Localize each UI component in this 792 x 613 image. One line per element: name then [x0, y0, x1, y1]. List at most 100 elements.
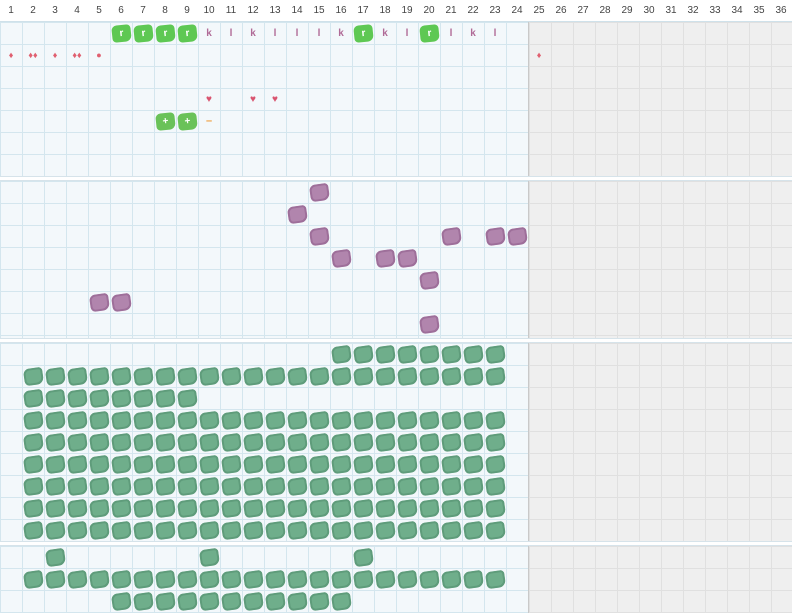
cell-mint[interactable]: [44, 431, 66, 453]
cell-mint[interactable]: [44, 497, 66, 519]
column-header-36[interactable]: 36: [775, 5, 787, 16]
cell-mint[interactable]: [308, 475, 330, 497]
column-header-12[interactable]: 12: [247, 5, 259, 16]
column-header-19[interactable]: 19: [401, 5, 413, 16]
cell-mint[interactable]: [220, 431, 242, 453]
cell-mint[interactable]: [484, 343, 506, 365]
cell-mint[interactable]: [198, 497, 220, 519]
column-header-25[interactable]: 25: [533, 5, 545, 16]
cell-plum[interactable]: [308, 181, 330, 203]
cell-mint[interactable]: [220, 409, 242, 431]
cell-mint[interactable]: [396, 365, 418, 387]
cell-mint[interactable]: [176, 453, 198, 475]
column-header-9[interactable]: 9: [184, 5, 190, 16]
cell-mint[interactable]: [374, 497, 396, 519]
cell-plum[interactable]: [308, 225, 330, 247]
cell-mint[interactable]: [286, 431, 308, 453]
cell-mint[interactable]: [352, 409, 374, 431]
column-header-14[interactable]: 14: [291, 5, 303, 16]
cell-mint[interactable]: [264, 453, 286, 475]
cell-mint[interactable]: [220, 497, 242, 519]
cell-mint[interactable]: [22, 497, 44, 519]
cell-gtag[interactable]: r: [110, 22, 132, 44]
cell-letter[interactable]: l: [440, 22, 462, 44]
cell-mint[interactable]: [396, 409, 418, 431]
cell-mint[interactable]: [462, 475, 484, 497]
cell-mint[interactable]: [88, 568, 110, 590]
cell-mint[interactable]: [242, 453, 264, 475]
cell-mint[interactable]: [418, 343, 440, 365]
cell-mint[interactable]: [44, 568, 66, 590]
cell-mint[interactable]: [374, 365, 396, 387]
cell-mint[interactable]: [132, 497, 154, 519]
cell-mint[interactable]: [154, 475, 176, 497]
cell-mint[interactable]: [22, 568, 44, 590]
cell-mint[interactable]: [110, 409, 132, 431]
cell-mint[interactable]: [462, 519, 484, 541]
column-header-6[interactable]: 6: [118, 5, 124, 16]
cell-mint[interactable]: [242, 519, 264, 541]
cell-mint[interactable]: [374, 568, 396, 590]
cell-mint[interactable]: [330, 568, 352, 590]
cell-plum[interactable]: [506, 225, 528, 247]
cell-mint[interactable]: [44, 546, 66, 568]
cell-mint[interactable]: [198, 546, 220, 568]
column-header-31[interactable]: 31: [665, 5, 677, 16]
column-header-7[interactable]: 7: [140, 5, 146, 16]
cell-mint[interactable]: [264, 568, 286, 590]
cell-mint[interactable]: [308, 365, 330, 387]
cell-mint[interactable]: [308, 409, 330, 431]
cell-mint[interactable]: [440, 475, 462, 497]
column-header-24[interactable]: 24: [511, 5, 523, 16]
cell-mint[interactable]: [66, 475, 88, 497]
cell-mint[interactable]: [110, 568, 132, 590]
cell-mint[interactable]: [308, 519, 330, 541]
cell-mint[interactable]: [286, 497, 308, 519]
cell-mint[interactable]: [484, 497, 506, 519]
cell-mint[interactable]: [242, 568, 264, 590]
cell-mint[interactable]: [352, 546, 374, 568]
cell-mint[interactable]: [286, 365, 308, 387]
cell-mint[interactable]: [198, 431, 220, 453]
cell-mint[interactable]: [352, 365, 374, 387]
cell-gtag[interactable]: r: [132, 22, 154, 44]
cell-mint[interactable]: [352, 431, 374, 453]
cell-mint[interactable]: [66, 497, 88, 519]
cell-gtag[interactable]: r: [352, 22, 374, 44]
cell-mint[interactable]: [22, 365, 44, 387]
cell-mint[interactable]: [462, 431, 484, 453]
cell-mint[interactable]: [308, 431, 330, 453]
cell-mint[interactable]: [220, 519, 242, 541]
cell-mint[interactable]: [198, 590, 220, 612]
cell-mint[interactable]: [110, 431, 132, 453]
cell-mint[interactable]: [418, 497, 440, 519]
cell-mint[interactable]: [132, 365, 154, 387]
cell-mint[interactable]: [440, 568, 462, 590]
cell-mint[interactable]: [22, 475, 44, 497]
column-header-18[interactable]: 18: [379, 5, 391, 16]
cell-mint[interactable]: [308, 453, 330, 475]
cell-mint[interactable]: [440, 431, 462, 453]
cell-mint[interactable]: [396, 519, 418, 541]
cell-mint[interactable]: [374, 475, 396, 497]
cell-plum[interactable]: [286, 203, 308, 225]
cell-drop[interactable]: ●: [88, 44, 110, 66]
cell-mint[interactable]: [110, 475, 132, 497]
cell-letter[interactable]: k: [198, 22, 220, 44]
cell-mint[interactable]: [132, 590, 154, 612]
cell-mint[interactable]: [418, 365, 440, 387]
column-header-29[interactable]: 29: [621, 5, 633, 16]
cell-mint[interactable]: [462, 568, 484, 590]
column-header-28[interactable]: 28: [599, 5, 611, 16]
cell-mint[interactable]: [176, 431, 198, 453]
cell-mint[interactable]: [462, 409, 484, 431]
cell-mint[interactable]: [462, 343, 484, 365]
cell-mint[interactable]: [308, 590, 330, 612]
column-header-20[interactable]: 20: [423, 5, 435, 16]
cell-plum[interactable]: [330, 247, 352, 269]
cell-mint[interactable]: [484, 431, 506, 453]
cell-gtag[interactable]: r: [418, 22, 440, 44]
cell-mint[interactable]: [396, 475, 418, 497]
cell-mint[interactable]: [484, 365, 506, 387]
cell-mint[interactable]: [264, 475, 286, 497]
